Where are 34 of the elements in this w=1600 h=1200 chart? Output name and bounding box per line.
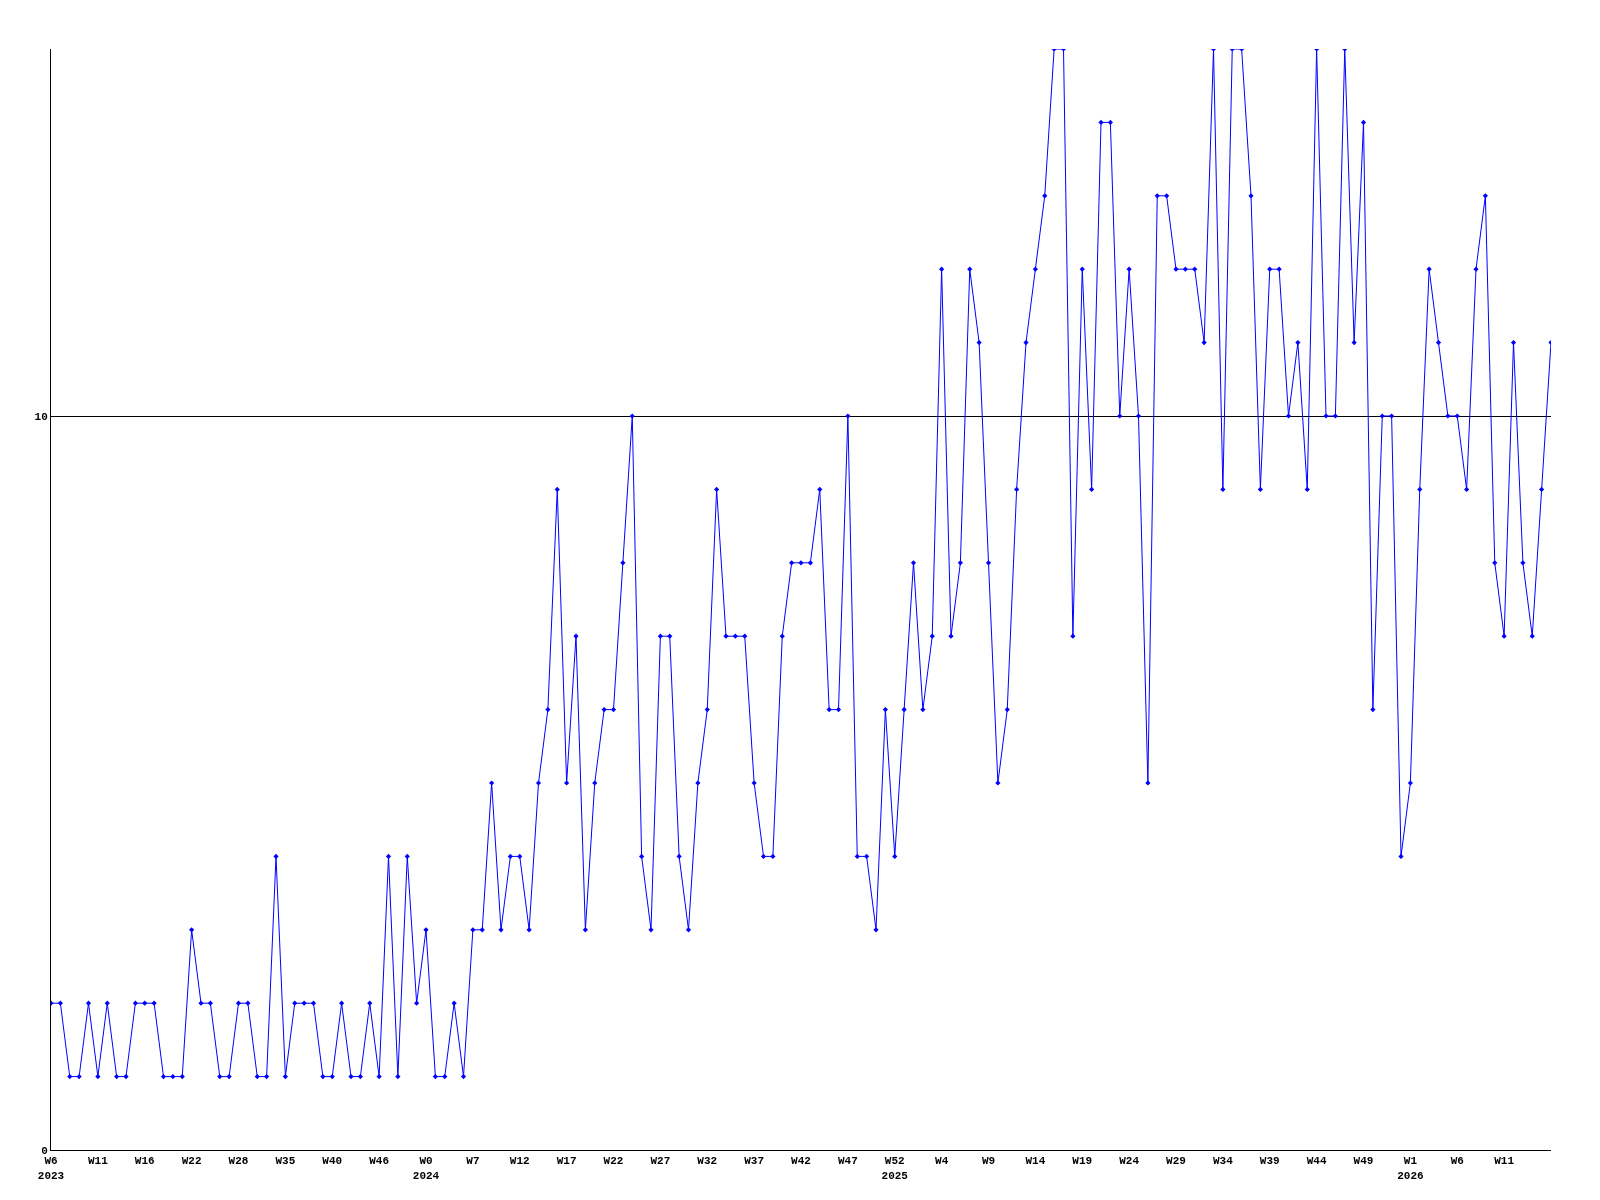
x-tick-label: W37 (744, 1155, 765, 1168)
x-tick-label: W6 (1450, 1155, 1464, 1168)
x-tick-label: W0 2024 (412, 1155, 440, 1182)
x-tick-label: W7 (466, 1155, 480, 1168)
x-tick-label: W32 (697, 1155, 718, 1168)
x-tick-label: W6 2023 (37, 1155, 65, 1182)
x-tick-label: W1 2026 (1397, 1155, 1424, 1182)
x-tick-label: W11 (87, 1155, 109, 1168)
x-tick-label: W47 (837, 1155, 858, 1168)
x-tick-label: W4 (935, 1155, 949, 1168)
x-tick-label: W52 2025 (881, 1155, 909, 1182)
x-tick-label: W12 (509, 1155, 530, 1168)
x-tick-label: W44 (1306, 1155, 1327, 1168)
x-tick-label: W22 (181, 1155, 202, 1168)
y-tick-label: 10 (34, 410, 48, 423)
x-tick-label: W42 (791, 1155, 811, 1168)
x-tick-label: W49 (1353, 1155, 1374, 1168)
x-tick-label: W39 (1259, 1155, 1280, 1168)
x-tick-label: W40 (322, 1155, 343, 1168)
x-tick-label: W35 (275, 1155, 296, 1168)
x-tick-label: W27 (650, 1155, 671, 1168)
x-tick-label: W17 (556, 1155, 577, 1168)
x-tick-label: W22 (603, 1155, 624, 1168)
x-tick-label: W34 (1212, 1155, 1234, 1168)
x-tick-label: W19 (1072, 1155, 1093, 1168)
x-tick-label: W24 (1119, 1155, 1140, 1168)
x-tick-label: W28 (228, 1155, 249, 1168)
y-tick-label: 0 (41, 1144, 48, 1157)
x-tick-label: W16 (134, 1155, 155, 1168)
x-tick-label: W14 (1025, 1155, 1046, 1168)
x-tick-label: W11 (1494, 1155, 1515, 1168)
x-tick-label: W29 (1166, 1155, 1186, 1168)
x-tick-label: W46 (369, 1155, 390, 1168)
x-tick-label: W9 (981, 1155, 996, 1168)
